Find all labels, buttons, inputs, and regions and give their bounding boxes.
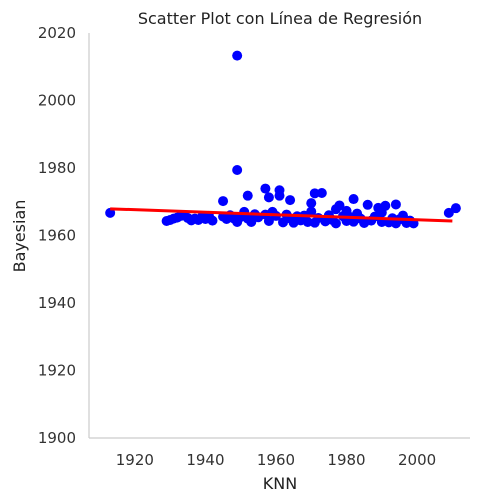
data-point	[362, 199, 373, 210]
x-tick-label: 1960	[257, 451, 295, 469]
x-tick-label: 2000	[398, 451, 436, 469]
data-point	[306, 198, 317, 209]
data-point	[334, 200, 345, 211]
y-tick-label: 2020	[38, 24, 76, 42]
y-axis-title: Bayesian	[10, 200, 29, 273]
x-tick-label: 1920	[116, 451, 154, 469]
y-tick-label: 1920	[38, 362, 76, 380]
y-tick-label: 1900	[38, 429, 76, 447]
y-tick-labels: 1900 1920 1940 1960 1980 2000 2020	[38, 24, 76, 447]
data-point	[263, 192, 274, 203]
data-point	[263, 215, 274, 226]
data-point	[330, 218, 341, 229]
data-point	[246, 217, 257, 227]
data-point	[306, 206, 317, 217]
data-point	[274, 190, 285, 201]
data-point	[390, 199, 401, 210]
x-tick-label: 1940	[186, 451, 224, 469]
y-tick-label: 1960	[38, 227, 76, 245]
data-point	[443, 207, 454, 218]
scatter-points	[105, 50, 461, 229]
x-axis-title: KNN	[263, 474, 297, 493]
y-tick-label: 2000	[38, 92, 76, 110]
data-point	[207, 215, 218, 226]
x-tick-labels: 1920 1940 1960 1980 2000	[116, 451, 436, 469]
regression-line	[110, 207, 453, 223]
data-point	[218, 196, 229, 207]
data-point	[232, 50, 243, 61]
data-point	[260, 183, 271, 194]
data-point	[232, 165, 243, 176]
y-tick-label: 1940	[38, 294, 76, 312]
data-point	[348, 194, 359, 205]
data-point	[285, 195, 296, 206]
y-tick-label: 1980	[38, 159, 76, 177]
data-point	[316, 187, 327, 198]
data-point	[450, 203, 461, 214]
data-point	[309, 188, 320, 199]
data-point	[380, 200, 391, 211]
data-point	[242, 190, 253, 201]
x-tick-label: 1980	[327, 451, 365, 469]
chart-title: Scatter Plot con Línea de Regresión	[138, 9, 422, 28]
